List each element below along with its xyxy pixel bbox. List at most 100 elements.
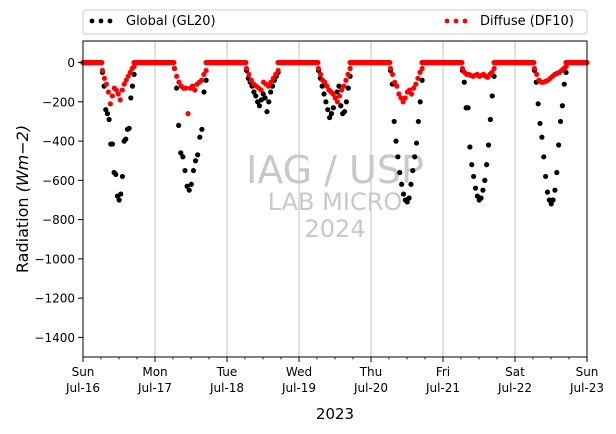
data-point [176, 122, 182, 128]
legend-marker-global [107, 18, 113, 24]
data-point [336, 93, 343, 99]
data-point [557, 118, 564, 125]
data-point [330, 91, 336, 97]
data-point [115, 91, 121, 97]
data-point [334, 99, 341, 105]
data-point [559, 103, 565, 109]
data-point [116, 197, 122, 203]
data-point [189, 83, 196, 89]
data-point [410, 167, 416, 174]
data-point [184, 183, 190, 189]
data-point [417, 69, 423, 76]
data-point [539, 134, 545, 140]
data-points [80, 59, 590, 207]
data-point [541, 154, 547, 160]
data-point [480, 187, 486, 193]
data-point [268, 79, 274, 85]
legend-marker-global [89, 18, 95, 24]
data-point [109, 141, 116, 147]
watermark-line-2: LAB MICRO [268, 188, 403, 216]
data-point [406, 87, 413, 93]
data-point [113, 171, 119, 178]
data-point [408, 181, 414, 187]
data-point [106, 116, 112, 123]
data-point [412, 154, 418, 160]
data-point [487, 116, 493, 123]
data-point [332, 95, 338, 101]
data-point [128, 95, 134, 101]
data-point [393, 138, 399, 144]
data-point [180, 154, 186, 160]
data-point [404, 199, 410, 205]
x-tick-label-day: Sun [576, 365, 599, 379]
data-point [173, 85, 180, 91]
watermark-line-3: 2024 [304, 215, 365, 243]
data-point [127, 69, 133, 76]
data-point [550, 197, 556, 203]
data-point [387, 59, 393, 66]
data-point [387, 65, 394, 72]
watermark: IAG / USP LAB MICRO 2024 [246, 148, 424, 243]
data-point [125, 73, 131, 79]
x-tick-label-day: Fri [436, 365, 450, 379]
data-point [411, 85, 417, 91]
data-point [459, 59, 465, 66]
data-point [101, 75, 108, 81]
x-tick-label-date: Jul-23 [569, 381, 604, 395]
data-point [322, 79, 328, 85]
data-point [197, 134, 203, 140]
data-point [192, 87, 198, 93]
data-point [119, 87, 125, 93]
y-tick-label: −400 [42, 135, 75, 149]
x-tick-label-date: Jul-21 [425, 381, 460, 395]
data-point [99, 67, 106, 74]
data-point [396, 91, 402, 97]
data-point [203, 67, 209, 74]
x-tick-label-day: Mon [142, 365, 167, 379]
data-point [126, 125, 132, 131]
data-point [415, 118, 421, 125]
x-tick-label-date: Jul-17 [137, 381, 172, 395]
data-point [419, 77, 425, 83]
data-point [243, 65, 250, 72]
data-point [531, 59, 537, 66]
x-tick-label-date: Jul-18 [209, 381, 244, 395]
data-point [399, 181, 405, 187]
y-tick-label: −1400 [34, 331, 75, 345]
data-point [459, 65, 466, 72]
data-point [264, 109, 270, 115]
data-point [491, 65, 497, 72]
data-point [489, 69, 495, 76]
data-point [201, 71, 207, 77]
data-point [461, 79, 467, 85]
data-point [472, 185, 479, 191]
data-point [339, 87, 345, 93]
data-point [123, 136, 129, 142]
data-point [400, 99, 406, 105]
data-point [199, 126, 205, 132]
data-point [343, 77, 349, 83]
data-point [315, 65, 322, 72]
data-point [467, 144, 473, 150]
data-point [171, 59, 177, 66]
y-tick-label: −200 [42, 95, 75, 109]
data-point [491, 73, 497, 79]
data-point [347, 65, 353, 72]
data-point [119, 173, 126, 180]
legend: Global (GL20) Diffuse (DF10) [82, 9, 588, 35]
data-point [107, 101, 113, 107]
data-point [327, 114, 333, 121]
data-point [417, 99, 423, 105]
data-point [334, 89, 340, 95]
data-point [406, 195, 412, 201]
data-point [256, 103, 263, 109]
data-point [561, 81, 567, 87]
data-point [113, 87, 119, 93]
y-tick-label: −1000 [34, 252, 75, 266]
data-point [265, 83, 271, 89]
data-point [317, 71, 324, 77]
data-point [537, 120, 543, 127]
data-point [330, 105, 336, 111]
data-point [190, 167, 197, 174]
data-point [266, 99, 272, 105]
